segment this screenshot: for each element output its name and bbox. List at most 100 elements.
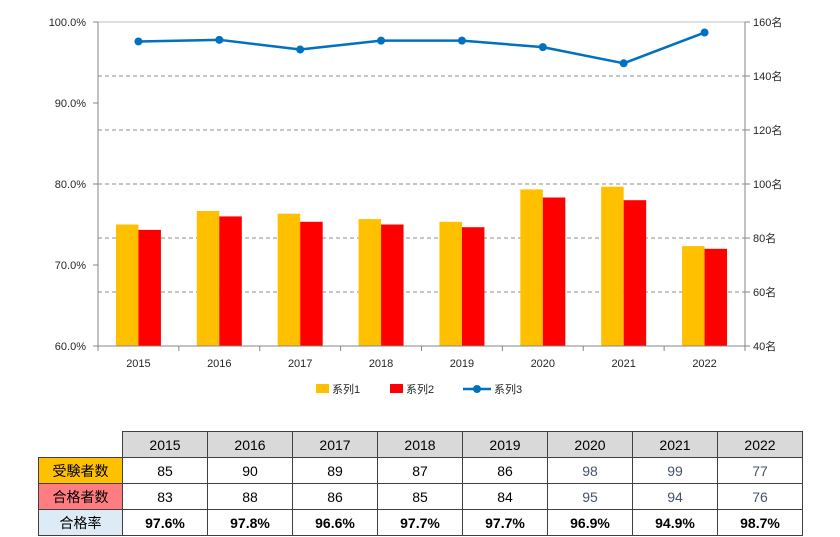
legend: 系列1 系列2 系列3: [316, 382, 522, 396]
bar-series-2-2015: [138, 229, 161, 346]
table-year-header: 2020: [547, 431, 633, 458]
table-value-cell: 94.9%: [632, 509, 718, 536]
line-point-series-3-2015: [134, 37, 143, 46]
table-value-cell: 77: [717, 457, 803, 484]
table-value-cell: 88: [207, 483, 293, 510]
table-corner-cell: [39, 432, 123, 458]
right-axis-tick-label: 100名: [753, 177, 782, 191]
x-axis-tick-label: 2018: [369, 358, 393, 370]
table-year-header: 2015: [122, 431, 208, 458]
line-point-series-3-2022: [700, 28, 709, 37]
table-value-cell: 99: [632, 457, 718, 484]
bar-series-2-2020: [542, 197, 566, 346]
line-point-series-3-2016: [215, 35, 224, 44]
bar-series-1-2022: [682, 246, 705, 346]
right-axis-tick-label: 60名: [753, 285, 776, 299]
table-year-header: 2021: [632, 431, 718, 458]
gridlines: [98, 75, 745, 293]
table-value-cell: 90: [207, 457, 293, 484]
legend-item-series-1: 系列1: [316, 382, 360, 396]
table-year-header: 2018: [377, 431, 463, 458]
left-axis-tick-label: 70.0%: [55, 260, 86, 272]
table-value-cell: 85: [377, 483, 463, 510]
table-value-cell: 96.9%: [547, 509, 633, 536]
table-row-label: 合格率: [38, 509, 123, 536]
table-row: 合格者数 83 88 86 85 84 95 94 76: [38, 483, 803, 510]
left-axis-tick-label: 90.0%: [55, 98, 86, 110]
table-value-cell: 87: [377, 457, 463, 484]
left-axis-tick-label: 60.0%: [55, 341, 86, 353]
table-row-label: 受験者数: [38, 457, 123, 484]
data-table: 2015 2016 2017 2018 2019 2020 2021 2022 受験者数 85 90…: [38, 431, 803, 536]
table-body: 2015 2016 2017 2018 2019 2020 2021 2022 受験者数 85 90…: [38, 431, 803, 536]
bar-series-1-2018: [358, 219, 382, 346]
line-point-series-3-2020: [538, 43, 547, 52]
table-value-cell: 96.6%: [292, 509, 378, 536]
table-row: 受験者数 85 90 89 87 86 98 99 77: [38, 457, 803, 484]
legend-label: 系列2: [406, 382, 434, 396]
table-value-cell: 84: [462, 483, 548, 510]
bar-series-1-2016: [196, 211, 220, 346]
table-year-header: 2017: [292, 431, 378, 458]
right-axis-tick-label: 40名: [753, 339, 776, 353]
right-axis-tick-label: 120名: [753, 123, 782, 137]
line-layer: [134, 28, 709, 68]
legend-item-series-2: 系列2: [390, 382, 434, 396]
table-value-cell: 83: [122, 483, 208, 510]
line-point-series-3-2021: [619, 59, 628, 68]
bar-series-2-2022: [704, 248, 728, 346]
x-axis-tick-label: 2015: [126, 358, 150, 370]
table-value-cell: 76: [717, 483, 803, 510]
bar-series-1-2021: [601, 186, 624, 346]
table-value-cell: 85: [122, 457, 208, 484]
legend-label: 系列1: [332, 382, 360, 396]
bar-series-1-2020: [520, 189, 543, 346]
table-header-row: 2015 2016 2017 2018 2019 2020 2021 2022: [39, 431, 803, 458]
table-value-cell: 97.7%: [462, 509, 548, 536]
line-point-series-3-2019: [457, 36, 466, 45]
right-axis-tick-label: 140名: [753, 69, 782, 83]
table-value-cell: 89: [292, 457, 378, 484]
right-axis-tick-label: 160名: [753, 15, 782, 29]
x-axis-tick-label: 2016: [207, 358, 231, 370]
bar-series-2-2019: [461, 227, 485, 346]
left-axis-tick-label: 100.0%: [49, 17, 87, 29]
bar-series-2-2016: [219, 216, 242, 346]
axes: [93, 21, 750, 351]
combo-chart: 2015 2016 2017 2018 2019 2020 2021 2022 60.0% 70.…: [49, 15, 783, 396]
legend-item-series-3: 系列3: [463, 382, 522, 396]
x-axis-tick-label: 2022: [692, 358, 716, 370]
legend-marker: [473, 385, 481, 393]
table-value-cell: 98.7%: [717, 509, 803, 536]
bar-series-1-2019: [439, 221, 462, 346]
bar-series-2-2017: [300, 221, 323, 346]
table-year-header: 2016: [207, 431, 293, 458]
bars: [115, 186, 728, 346]
x-axis-tick-label: 2017: [288, 358, 312, 370]
x-axis-tick-label: 2019: [450, 358, 474, 370]
right-axis-tick-label: 80名: [753, 231, 776, 245]
axis-labels: 2015 2016 2017 2018 2019 2020 2021 2022 60.0% 70.…: [49, 15, 783, 370]
bar-series-2-2021: [623, 200, 647, 346]
table-value-cell: 94: [632, 483, 718, 510]
x-axis-tick-label: 2020: [531, 358, 555, 370]
line-point-series-3-2018: [377, 36, 386, 45]
legend-label: 系列3: [494, 382, 522, 396]
table-value-cell: 95: [547, 483, 633, 510]
table-value-cell: 86: [462, 457, 548, 484]
x-axis-tick-label: 2021: [611, 358, 635, 370]
table-value-cell: 98: [547, 457, 633, 484]
table-row-label: 合格者数: [38, 483, 123, 510]
bar-series-1-2015: [115, 224, 139, 346]
table-value-cell: 97.6%: [122, 509, 208, 536]
table-value-cell: 97.7%: [377, 509, 463, 536]
table-value-cell: 97.8%: [207, 509, 293, 536]
table-row: 合格率 97.6% 97.8% 96.6% 97.7% 97.7% 96.9% 94.9% 98…: [38, 509, 803, 536]
table-value-cell: 86: [292, 483, 378, 510]
table-year-header: 2022: [717, 431, 803, 458]
legend-swatch: [316, 384, 329, 393]
legend-swatch: [390, 384, 403, 393]
bar-series-1-2017: [277, 213, 301, 346]
table-year-header: 2019: [462, 431, 548, 458]
bar-series-2-2018: [381, 224, 404, 346]
